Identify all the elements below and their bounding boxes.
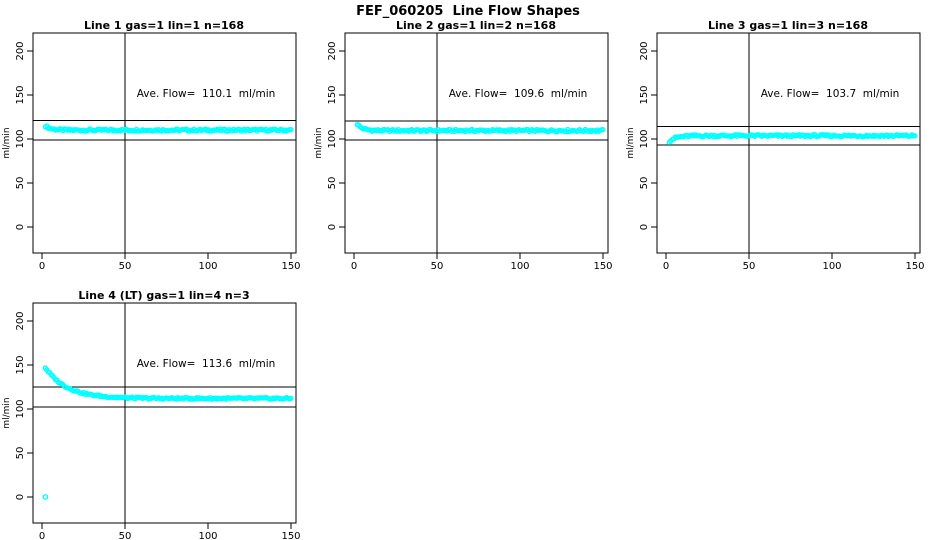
ave-flow-text-line-4: Ave. Flow= 113.6 ml/min [137,358,276,370]
plot-line-3: 0 50 100 150 200 0 50 100 150 Line 3 gas=1 lin=3… [626,19,925,272]
figure-title: FEF_060205 Line Flow Shapes [356,4,580,19]
svg-text:0: 0 [663,261,669,272]
svg-text:150: 150 [639,85,650,104]
svg-text:150: 150 [281,261,300,272]
ave-flow-text-line-2: Ave. Flow= 109.6 ml/min [449,88,588,100]
svg-text:100: 100 [822,261,841,272]
panel-title-line-4: Line 4 (LT) gas=1 lin=4 n=3 [78,289,249,302]
svg-text:50: 50 [639,177,650,190]
svg-text:50: 50 [119,531,132,540]
svg-text:0: 0 [327,224,338,230]
svg-text:100: 100 [15,129,26,148]
svg-text:150: 150 [15,85,26,104]
plot-line-4: 0 50 100 150 200 0 50 100 150 Line 4 (LT) gas=1 … [2,289,301,540]
y-axis-title-line-3: ml/min [626,127,636,158]
y-axis-title-line-1: ml/min [2,127,12,158]
svg-text:200: 200 [15,311,26,330]
svg-text:100: 100 [198,531,217,540]
panel-cell-line-4: 0 50 100 150 200 0 50 100 150 Line 4 (LT) gas=1 … [0,270,312,540]
svg-text:200: 200 [327,41,338,60]
svg-text:0: 0 [15,494,26,500]
axes-and-data: 0 50 100 150 200 0 50 100 150 [639,32,925,272]
axes-and-data: 0 50 100 150 200 0 50 100 150 [15,32,301,272]
svg-text:100: 100 [639,129,650,148]
ave-flow-text-line-3: Ave. Flow= 103.7 ml/min [761,88,900,100]
svg-text:100: 100 [510,261,529,272]
panel-title-line-3: Line 3 gas=1 lin=3 n=168 [708,19,868,32]
panel-cell-line-2: 0 50 100 150 200 0 50 100 150 Line 2 gas=1 lin=2… [312,0,624,272]
panel-title-line-2: Line 2 gas=1 lin=2 n=168 [396,19,556,32]
plot-line-2: 0 50 100 150 200 0 50 100 150 Line 2 gas=1 lin=2… [314,19,613,272]
panel-cell-line-3: 0 50 100 150 200 0 50 100 150 Line 3 gas=1 lin=3… [624,0,936,272]
svg-text:0: 0 [351,261,357,272]
svg-text:50: 50 [327,177,338,190]
svg-text:0: 0 [15,224,26,230]
y-axis-title-line-2: ml/min [314,127,324,158]
y-axis-title-line-4: ml/min [2,397,12,428]
svg-text:200: 200 [15,41,26,60]
svg-text:50: 50 [431,261,444,272]
svg-text:200: 200 [639,41,650,60]
svg-text:100: 100 [198,261,217,272]
panel-cell-line-1: 0 50 100 150 200 0 50 100 150 Line 1 gas=1 lin=1… [0,0,312,272]
svg-text:0: 0 [39,531,45,540]
axes-and-data: 0 50 100 150 200 0 50 100 150 [15,302,301,540]
ave-flow-text-line-1: Ave. Flow= 110.1 ml/min [137,88,276,100]
svg-text:100: 100 [327,129,338,148]
svg-text:150: 150 [281,531,300,540]
svg-text:0: 0 [39,261,45,272]
svg-text:50: 50 [15,177,26,190]
axes-and-data: 0 50 100 150 200 0 50 100 150 [327,32,613,272]
svg-text:150: 150 [15,355,26,374]
svg-text:150: 150 [905,261,924,272]
svg-text:0: 0 [639,224,650,230]
svg-text:150: 150 [593,261,612,272]
svg-text:50: 50 [15,447,26,460]
svg-text:150: 150 [327,85,338,104]
svg-text:50: 50 [119,261,132,272]
plot-line-1: 0 50 100 150 200 0 50 100 150 Line 1 gas=1 lin=1… [2,19,301,272]
svg-text:100: 100 [15,399,26,418]
svg-text:50: 50 [743,261,756,272]
panel-title-line-1: Line 1 gas=1 lin=1 n=168 [84,19,244,32]
